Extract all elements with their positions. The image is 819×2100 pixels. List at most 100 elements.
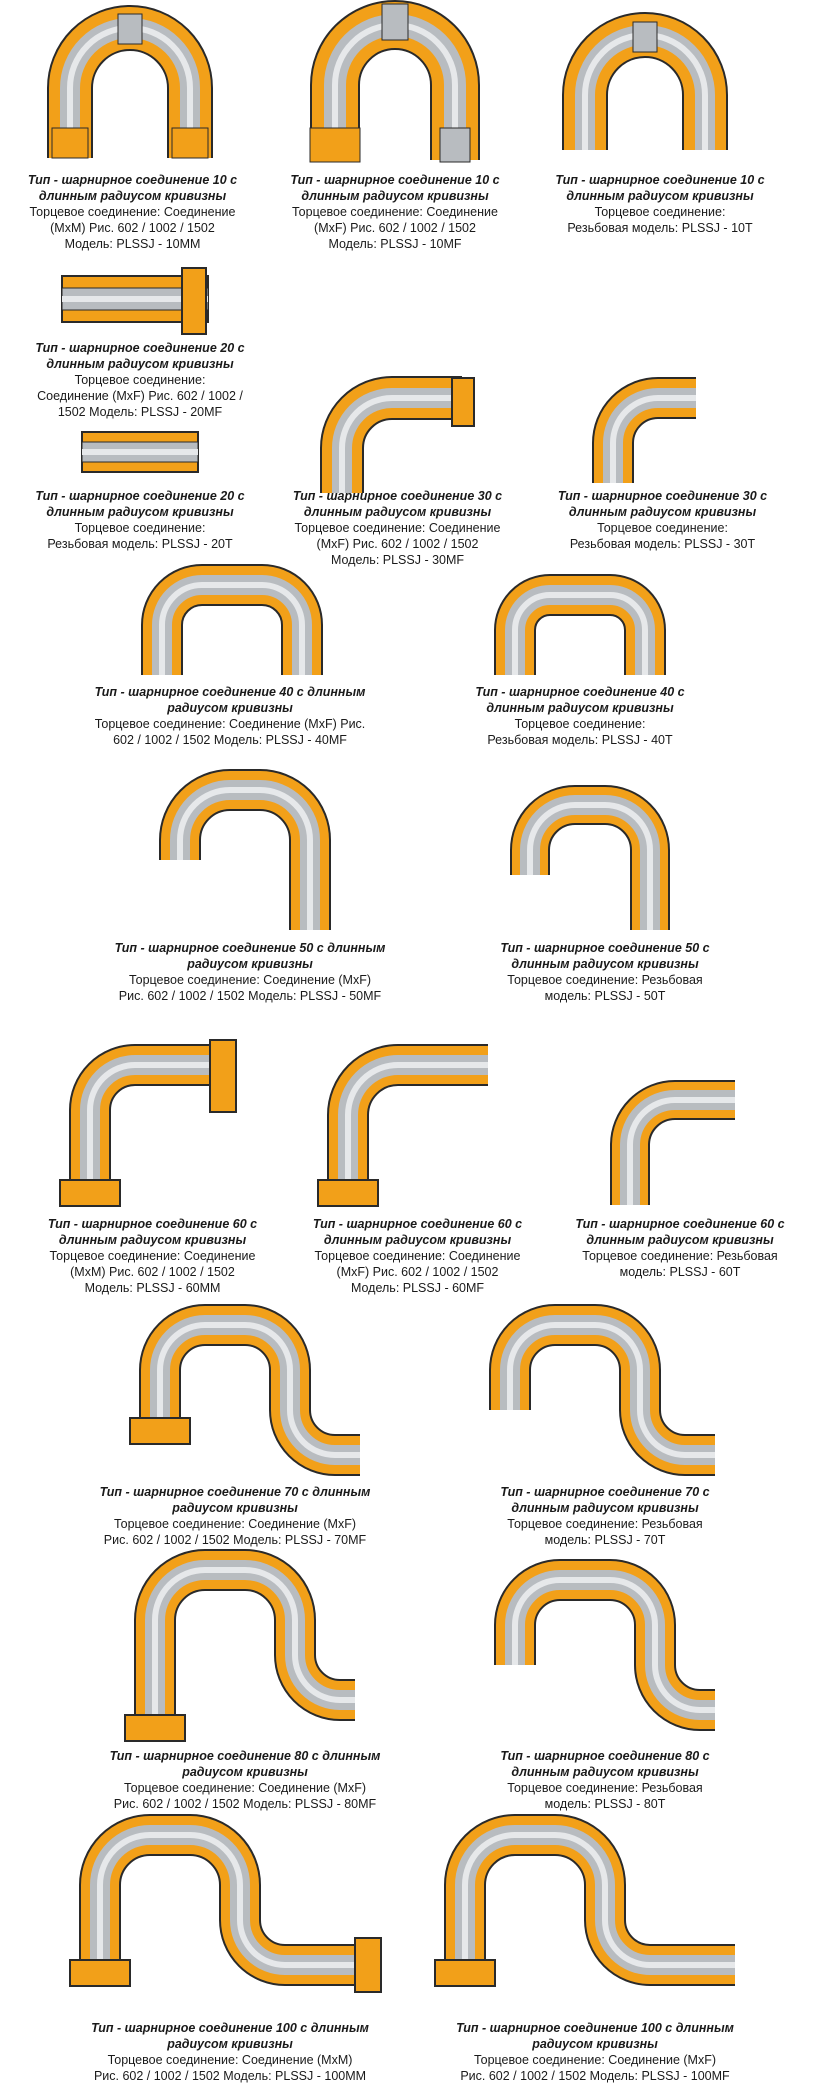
caption-title-line: Тип - шарнирное соединение 50 с длинным <box>114 941 386 955</box>
swivel-joint-style-40-mf-drawing <box>141 564 323 675</box>
caption-title-line: Тип - шарнирное соединение 50 с <box>500 941 710 955</box>
caption-style-10-t: Тип - шарнирное соединение 10 с длинным … <box>540 172 780 236</box>
caption-title-line: Тип - шарнирное соединение 40 с длинным <box>94 685 366 699</box>
caption-line: Рис. 602 / 1002 / 1502 Модель: PLSSJ - 7… <box>103 1533 367 1547</box>
swivel-joint-style-100-mf-drawing <box>434 1814 735 1987</box>
caption-style-40-t: Тип - шарнирное соединение 40 с длинным … <box>455 684 705 748</box>
caption-line: Торцевое соединение: Соединение (MxF) <box>123 1781 367 1795</box>
caption-line: модель: PLSSJ - 80T <box>544 1797 666 1811</box>
caption-line: Торцевое соединение: Соединение <box>314 1249 521 1263</box>
swivel-joint-style-60-mm-drawing <box>59 1039 237 1207</box>
caption-title-line: радиусом кривизны <box>167 2037 293 2051</box>
caption-style-100-mf: Тип - шарнирное соединение 100 с длинным… <box>435 2020 755 2084</box>
caption-line: (MxF) Рис. 602 / 1002 / 1502 <box>336 1265 499 1279</box>
caption-line: модель: PLSSJ - 70T <box>544 1533 666 1547</box>
caption-title-line: длинным радиусом кривизны <box>301 189 489 203</box>
caption-style-70-t: Тип - шарнирное соединение 70 с длинным … <box>480 1484 730 1548</box>
caption-line: Торцевое соединение: Резьбовая <box>507 1517 703 1531</box>
swivel-joint-style-20-t-drawing <box>81 431 199 473</box>
caption-title-line: длинным радиусом кривизны <box>486 701 674 715</box>
swivel-joint-style-40-t-drawing <box>494 574 666 675</box>
caption-title-line: Тип - шарнирное соединение 100 с длинным <box>456 2021 734 2035</box>
caption-title-line: Тип - шарнирное соединение 20 с <box>35 489 245 503</box>
caption-title-line: радиусом кривизны <box>172 1501 298 1515</box>
caption-line: Модель: PLSSJ - 30MF <box>330 553 465 567</box>
caption-title-line: Тип - шарнирное соединение 30 с <box>292 489 503 503</box>
caption-line: Модель: PLSSJ - 10MF <box>328 237 462 251</box>
swivel-joint-style-10-mm-drawing <box>47 5 213 159</box>
caption-line: Торцевое соединение: Соединение (MxF) <box>473 2053 717 2067</box>
caption-style-10-mf: Тип - шарнирное соединение 10 с длинным … <box>275 172 515 252</box>
swivel-joint-style-70-mf-drawing <box>129 1304 360 1476</box>
caption-line: Торцевое соединение: <box>74 373 206 387</box>
caption-title-line: длинным радиусом кривизны <box>46 505 234 519</box>
caption-line: Резьбовая модель: PLSSJ - 30T <box>569 537 756 551</box>
caption-line: Модель: PLSSJ - 60MF <box>350 1281 485 1295</box>
caption-line: Рис. 602 / 1002 / 1502 Модель: PLSSJ - 1… <box>93 2069 367 2083</box>
caption-line: (MxM) Рис. 602 / 1002 / 1502 <box>70 1265 235 1279</box>
caption-line: 602 / 1002 / 1502 Модель: PLSSJ - 40MF <box>113 733 347 747</box>
caption-line: Модель: PLSSJ - 60MM <box>84 1281 221 1295</box>
caption-line: (MxF) Рис. 602 / 1002 / 1502 <box>314 221 476 235</box>
caption-title-line: длинным радиусом кривизны <box>568 505 757 519</box>
caption-line: Резьбовая модель: PLSSJ - 40T <box>487 733 673 747</box>
swivel-joint-style-80-mf-drawing <box>124 1549 355 1742</box>
caption-style-60-mm: Тип - шарнирное соединение 60 с длинным … <box>30 1216 275 1296</box>
swivel-joint-style-50-t-drawing <box>510 785 670 930</box>
caption-style-40-mf: Тип - шарнирное соединение 40 с длинным … <box>80 684 380 748</box>
caption-style-60-mf: Тип - шарнирное соединение 60 с длинным … <box>295 1216 540 1296</box>
caption-line: Торцевое соединение: Соединение (MxM) <box>107 2053 353 2067</box>
caption-title-line: длинным радиусом кривизны <box>38 189 227 203</box>
caption-style-100-mm: Тип - шарнирное соединение 100 с длинным… <box>70 2020 390 2084</box>
caption-line: Резьбовая модель: PLSSJ - 10T <box>567 221 753 235</box>
swivel-joint-style-70-t-drawing <box>489 1304 715 1476</box>
caption-title-line: Тип - шарнирное соединение 80 с <box>500 1749 710 1763</box>
swivel-joint-style-20-mf-drawing <box>61 267 209 335</box>
caption-title-line: радиусом кривизны <box>167 701 293 715</box>
caption-line: Резьбовая модель: PLSSJ - 20T <box>47 537 233 551</box>
caption-line: (MxF) Рис. 602 / 1002 / 1502 <box>316 537 479 551</box>
caption-line: Торцевое соединение: Резьбовая <box>507 1781 703 1795</box>
caption-style-80-mf: Тип - шарнирное соединение 80 с длинным … <box>85 1748 405 1812</box>
caption-title-line: радиусом кривизны <box>182 1765 308 1779</box>
caption-line: Торцевое соединение: Соединение <box>29 205 236 219</box>
swivel-joint-style-60-mf-drawing <box>317 1044 488 1207</box>
caption-line: Торцевое соединение: Соединение (MxF) <box>128 973 372 987</box>
caption-style-70-mf: Тип - шарнирное соединение 70 с длинным … <box>80 1484 390 1548</box>
caption-title-line: длинным радиусом кривизны <box>566 189 754 203</box>
caption-title-line: длинным радиусом кривизны <box>323 1233 512 1247</box>
caption-line: Торцевое соединение: <box>74 521 206 535</box>
caption-line: Торцевое соединение: Соединение (MxF) <box>113 1517 357 1531</box>
swivel-joint-style-50-mf-drawing <box>159 769 331 930</box>
swivel-joint-style-10-t-drawing <box>562 12 728 150</box>
caption-line: Торцевое соединение: <box>597 521 728 535</box>
caption-title-line: длинным радиусом кривизны <box>586 1233 774 1247</box>
caption-title-line: длинным радиусом кривизны <box>303 505 492 519</box>
caption-title-line: длинным радиусом кривизны <box>511 1501 699 1515</box>
caption-title-line: Тип - шарнирное соединение 100 с длинным <box>91 2021 369 2035</box>
caption-title-line: Тип - шарнирное соединение 80 с длинным <box>109 1749 381 1763</box>
caption-title-line: Тип - шарнирное соединение 60 с <box>47 1217 258 1231</box>
caption-line: Модель: PLSSJ - 10MM <box>64 237 201 251</box>
swivel-joint-style-80-t-drawing <box>494 1559 715 1731</box>
caption-title-line: Тип - шарнирное соединение 70 с <box>500 1485 710 1499</box>
swivel-joint-style-60-t-drawing <box>610 1080 735 1205</box>
caption-title-line: радиусом кривизны <box>532 2037 658 2051</box>
caption-line: Рис. 602 / 1002 / 1502 Модель: PLSSJ - 8… <box>113 1797 377 1811</box>
caption-style-80-t: Тип - шарнирное соединение 80 с длинным … <box>480 1748 730 1812</box>
caption-line: Торцевое соединение: <box>514 717 646 731</box>
caption-line: модель: PLSSJ - 60T <box>619 1265 741 1279</box>
caption-style-30-t: Тип - шарнирное соединение 30 с длинным … <box>540 488 785 552</box>
caption-line: 1502 Модель: PLSSJ - 20MF <box>57 405 223 419</box>
caption-title-line: Тип - шарнирное соединение 70 с длинным <box>99 1485 371 1499</box>
swivel-joint-style-30-mf-drawing <box>320 376 475 493</box>
caption-style-50-t: Тип - шарнирное соединение 50 с длинным … <box>480 940 730 1004</box>
caption-title-line: длинным радиусом кривизны <box>58 1233 247 1247</box>
caption-line: Торцевое соединение: Резьбовая <box>582 1249 778 1263</box>
caption-line: Соединение (MxF) Рис. 602 / 1002 / <box>37 389 243 403</box>
caption-title-line: Тип - шарнирное соединение 60 с <box>312 1217 523 1231</box>
swivel-joint-style-100-mm-drawing <box>69 1814 382 1993</box>
caption-title-line: длинным радиусом кривизны <box>511 1765 699 1779</box>
caption-title-line: Тип - шарнирное соединение 60 с <box>575 1217 785 1231</box>
swivel-joint-style-30-t-drawing <box>592 377 696 483</box>
